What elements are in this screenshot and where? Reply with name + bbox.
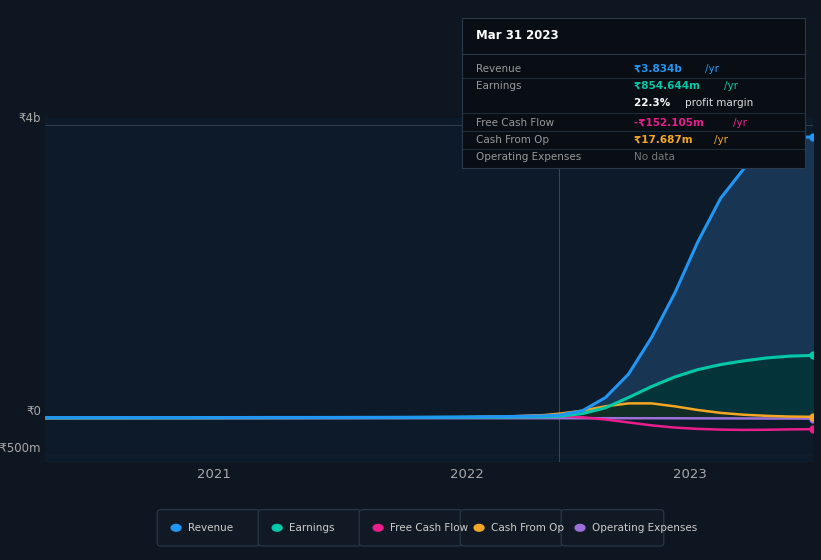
Text: Cash From Op: Cash From Op xyxy=(491,523,564,533)
Text: ₹854.644m: ₹854.644m xyxy=(634,81,704,91)
Text: ₹3.834b: ₹3.834b xyxy=(634,64,686,74)
Text: /yr: /yr xyxy=(733,118,747,128)
Text: /yr: /yr xyxy=(714,135,728,145)
Text: -₹500m: -₹500m xyxy=(0,442,41,455)
Text: No data: No data xyxy=(634,152,675,162)
Text: Cash From Op: Cash From Op xyxy=(476,135,549,145)
Text: ₹0: ₹0 xyxy=(26,405,41,418)
Text: ₹4b: ₹4b xyxy=(19,112,41,125)
Text: Earnings: Earnings xyxy=(476,81,521,91)
Text: Mar 31 2023: Mar 31 2023 xyxy=(476,30,558,43)
Text: Operating Expenses: Operating Expenses xyxy=(476,152,581,162)
Text: Earnings: Earnings xyxy=(290,523,335,533)
Text: Free Cash Flow: Free Cash Flow xyxy=(391,523,469,533)
Text: Revenue: Revenue xyxy=(476,64,521,74)
Text: Revenue: Revenue xyxy=(188,523,233,533)
Text: 22.3%: 22.3% xyxy=(634,97,674,108)
Text: Operating Expenses: Operating Expenses xyxy=(592,523,698,533)
Text: profit margin: profit margin xyxy=(686,97,754,108)
Text: ₹17.687m: ₹17.687m xyxy=(634,135,696,145)
Text: /yr: /yr xyxy=(704,64,718,74)
Text: -₹152.105m: -₹152.105m xyxy=(634,118,708,128)
Text: /yr: /yr xyxy=(724,81,738,91)
Text: Free Cash Flow: Free Cash Flow xyxy=(476,118,554,128)
